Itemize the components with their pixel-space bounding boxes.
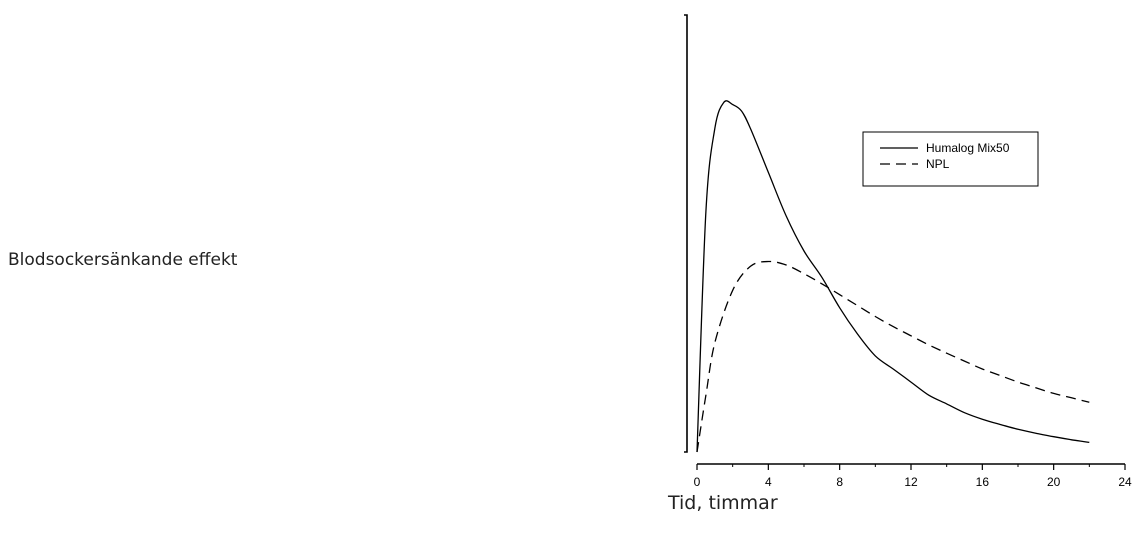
- x-tick-label: 12: [904, 475, 918, 489]
- legend: Humalog Mix50 NPL: [862, 131, 1039, 187]
- y-axis-label: Blodsockersänkande effekt: [8, 250, 238, 270]
- x-tick-label: 8: [836, 475, 843, 489]
- legend-box: [862, 131, 1039, 187]
- x-tick-label: 16: [976, 475, 990, 489]
- legend-label-0: Humalog Mix50: [926, 141, 1010, 155]
- x-axis-label: Tid, timmar: [668, 492, 778, 514]
- series-line-0: [696, 100, 1090, 453]
- legend-label-1: NPL: [926, 157, 950, 171]
- series-group: [696, 100, 1090, 453]
- y-axis-line: [684, 14, 688, 453]
- axes: 0 4 8 12 16 20 24: [684, 14, 1132, 489]
- x-tick-label: 0: [694, 475, 701, 489]
- x-tick-label: 20: [1047, 475, 1061, 489]
- x-tick-label: 24: [1118, 475, 1132, 489]
- x-tick-label: 4: [765, 475, 772, 489]
- series-line-1: [696, 260, 1090, 453]
